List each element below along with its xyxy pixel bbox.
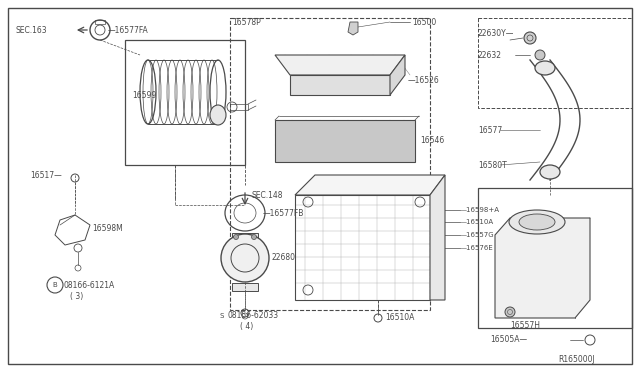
Bar (232, 233, 258, 241)
Text: B: B (52, 282, 58, 288)
Ellipse shape (509, 210, 565, 234)
Text: R165000J: R165000J (558, 356, 595, 365)
Text: 16598M: 16598M (92, 224, 123, 232)
Bar (232, 283, 258, 291)
Circle shape (221, 234, 269, 282)
Circle shape (535, 50, 545, 60)
Text: 16578P: 16578P (232, 17, 260, 26)
Ellipse shape (519, 214, 555, 230)
Bar (478, 188, 632, 328)
Polygon shape (275, 55, 405, 75)
Bar (95, 20, 105, 24)
Text: 16546: 16546 (420, 135, 444, 144)
Text: —16557G: —16557G (460, 232, 495, 238)
Polygon shape (295, 175, 445, 195)
Text: 22680: 22680 (272, 253, 296, 263)
Polygon shape (290, 75, 390, 95)
Text: —16576E: —16576E (460, 245, 493, 251)
Bar (478, 18, 632, 108)
Polygon shape (348, 22, 358, 35)
Polygon shape (430, 175, 445, 300)
Text: —16577FB: —16577FB (263, 208, 305, 218)
Text: 16505A—: 16505A— (490, 336, 527, 344)
Polygon shape (275, 120, 415, 162)
Text: 16557H: 16557H (510, 321, 540, 330)
Text: —16526: —16526 (408, 76, 440, 84)
Text: ( 3): ( 3) (70, 292, 83, 301)
Text: —16510A: —16510A (460, 219, 494, 225)
Circle shape (505, 307, 515, 317)
Text: 22632: 22632 (478, 51, 502, 60)
Text: SEC.163: SEC.163 (16, 26, 47, 35)
Text: —16598+A: —16598+A (460, 207, 500, 213)
Text: ( 4): ( 4) (240, 321, 253, 330)
Text: 22630Y—: 22630Y— (478, 29, 515, 38)
Text: 16500: 16500 (412, 17, 436, 26)
Bar (125, 40, 245, 165)
Text: S: S (220, 313, 225, 319)
Polygon shape (390, 55, 405, 95)
Ellipse shape (210, 105, 226, 125)
Text: 08166-6121A: 08166-6121A (64, 280, 115, 289)
Text: 16599: 16599 (132, 90, 156, 99)
Text: 08156-62033: 08156-62033 (228, 311, 279, 321)
Ellipse shape (540, 165, 560, 179)
Text: 16510A: 16510A (385, 314, 414, 323)
Text: 16517—: 16517— (30, 170, 61, 180)
Bar (230, 104, 248, 110)
Text: 16580T: 16580T (478, 160, 507, 170)
Bar (230, 18, 430, 310)
Circle shape (524, 32, 536, 44)
Polygon shape (495, 218, 590, 318)
Circle shape (252, 234, 257, 240)
Text: —16577FA: —16577FA (108, 26, 148, 35)
Text: SEC.148: SEC.148 (252, 190, 284, 199)
Circle shape (234, 234, 239, 240)
Ellipse shape (535, 61, 555, 75)
Text: 16577: 16577 (478, 125, 502, 135)
